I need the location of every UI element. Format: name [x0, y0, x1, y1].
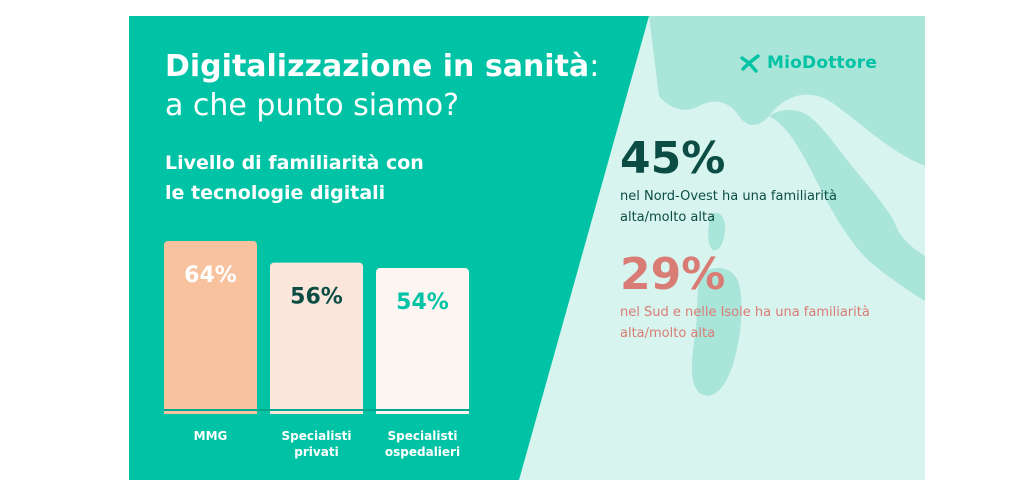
stat-description-line2: alta/molto alta [620, 210, 716, 225]
miodottore-logo-icon [740, 54, 760, 73]
infographic-card: Digitalizzazione in sanità: a che punto … [129, 16, 925, 480]
stat-nord-ovest: 45% nel Nord-Ovest ha una familiarità al… [620, 134, 837, 228]
category-label: MMG [193, 429, 228, 443]
bar-1 [164, 241, 257, 414]
chart-baseline [164, 409, 470, 411]
map-region-peninsula [769, 110, 925, 301]
stat-description-line1: nel Sud e nelle Isole ha una familiarità [620, 305, 870, 320]
category-label: Specialisti privati [281, 429, 352, 459]
page-title: Digitalizzazione in sanità: a che punto … [165, 46, 599, 124]
map-region-corsica [708, 212, 725, 251]
title-colon: : [589, 49, 600, 84]
stat-description: nel Sud e nelle Isole ha una familiarità… [620, 302, 870, 344]
stat-description: nel Nord-Ovest ha una familiarità alta/m… [620, 186, 837, 228]
map-region-sardinia [691, 268, 742, 396]
brand-logo: MioDottore [739, 52, 877, 74]
brand-name: MioDottore [767, 53, 878, 73]
stat-value: 45% [620, 133, 726, 184]
bar-value-label: 64% [184, 263, 237, 288]
subtitle-line1: Livello di familiarità con [165, 152, 424, 174]
map-panel [519, 16, 925, 480]
bar-value-label: 56% [290, 285, 343, 310]
bar-chart: 64% 56% 54% [164, 241, 469, 414]
stat-sud-isole: 29% nel Sud e nelle Isole ha una familia… [620, 250, 870, 344]
chart-subtitle: Livello di familiarità con le tecnologie… [165, 148, 424, 208]
subtitle-line2: le tecnologie digitali [165, 182, 386, 204]
stat-description-line1: nel Nord-Ovest ha una familiarità [620, 189, 837, 204]
italy-map [649, 16, 925, 396]
stat-description-line2: alta/molto alta [620, 326, 716, 341]
stat-value: 29% [620, 249, 726, 300]
map-region-north [649, 16, 925, 166]
title-bold: Digitalizzazione in sanità [165, 49, 590, 84]
bar-3 [376, 268, 469, 414]
bar-value-label: 54% [396, 290, 449, 315]
bar-2 [270, 262, 363, 414]
title-line2: a che punto siamo? [165, 88, 459, 123]
category-label: Specialisti ospedalieri [384, 429, 461, 459]
